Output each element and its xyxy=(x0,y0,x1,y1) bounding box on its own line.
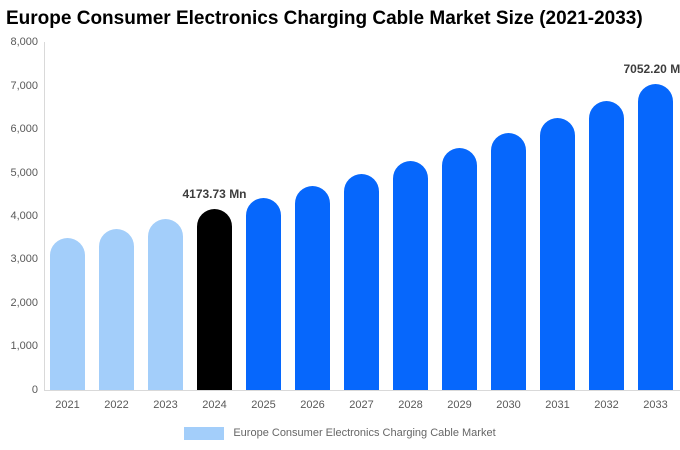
y-tick-label: 5,000 xyxy=(10,166,38,179)
x-tick-label-2029: 2029 xyxy=(447,399,472,411)
x-tick-label-2027: 2027 xyxy=(349,399,374,411)
x-tick-label-2033: 2033 xyxy=(643,399,668,411)
x-axis-baseline xyxy=(44,390,680,391)
y-tick-label: 3,000 xyxy=(10,253,38,266)
data-label-2033: 7052.20 Mn xyxy=(623,61,680,76)
x-tick-label-2032: 2032 xyxy=(594,399,619,411)
bar-2021 xyxy=(50,237,85,390)
y-tick-label: 6,000 xyxy=(10,123,38,136)
x-tick-label-2031: 2031 xyxy=(545,399,570,411)
x-tick-label-2030: 2030 xyxy=(496,399,521,411)
x-tick-label-2022: 2022 xyxy=(104,399,129,411)
bar-2031 xyxy=(540,117,575,390)
y-tick-label: 1,000 xyxy=(10,340,38,353)
legend-swatch xyxy=(184,426,225,440)
bar-2023 xyxy=(148,219,183,390)
bar-2032 xyxy=(589,101,624,390)
y-tick-label: 8,000 xyxy=(10,36,38,49)
bar-2029 xyxy=(442,147,477,390)
chart-title: Europe Consumer Electronics Charging Cab… xyxy=(6,8,643,29)
y-tick-label: 7,000 xyxy=(10,79,38,92)
x-tick-label-2028: 2028 xyxy=(398,399,423,411)
y-tick-label: 2,000 xyxy=(10,296,38,309)
x-tick-label-2021: 2021 xyxy=(55,399,80,411)
bar-2024 xyxy=(197,208,232,390)
x-tick-label-2024: 2024 xyxy=(202,399,227,411)
bar-2026 xyxy=(295,186,330,390)
legend: Europe Consumer Electronics Charging Cab… xyxy=(0,426,680,440)
legend-label: Europe Consumer Electronics Charging Cab… xyxy=(233,427,496,439)
x-tick-label-2025: 2025 xyxy=(251,399,276,411)
data-label-2024: 4173.73 Mn xyxy=(182,186,247,201)
x-tick-label-2023: 2023 xyxy=(153,399,178,411)
y-tick-label: 0 xyxy=(31,383,38,396)
bar-2022 xyxy=(99,228,134,390)
bar-2027 xyxy=(344,174,379,390)
bar-2030 xyxy=(491,133,526,390)
y-axis-line xyxy=(44,42,45,390)
y-tick-label: 4,000 xyxy=(10,209,38,222)
x-tick-label-2026: 2026 xyxy=(300,399,325,411)
bar-2025 xyxy=(246,197,281,390)
bar-2028 xyxy=(393,161,428,390)
bar-2033 xyxy=(638,83,673,390)
